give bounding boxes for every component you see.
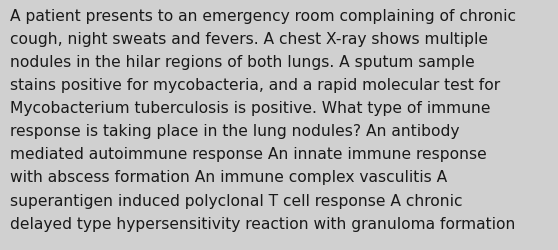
Text: A patient presents to an emergency room complaining of chronic: A patient presents to an emergency room …: [10, 9, 516, 24]
Text: response is taking place in the lung nodules? An antibody: response is taking place in the lung nod…: [10, 124, 460, 139]
Text: stains positive for mycobacteria, and a rapid molecular test for: stains positive for mycobacteria, and a …: [10, 78, 500, 93]
Text: nodules in the hilar regions of both lungs. A sputum sample: nodules in the hilar regions of both lun…: [10, 55, 475, 70]
Text: with abscess formation An immune complex vasculitis A: with abscess formation An immune complex…: [10, 170, 448, 185]
Text: cough, night sweats and fevers. A chest X-ray shows multiple: cough, night sweats and fevers. A chest …: [10, 32, 488, 47]
Text: Mycobacterium tuberculosis is positive. What type of immune: Mycobacterium tuberculosis is positive. …: [10, 101, 490, 116]
Text: delayed type hypersensitivity reaction with granuloma formation: delayed type hypersensitivity reaction w…: [10, 216, 516, 231]
Text: mediated autoimmune response An innate immune response: mediated autoimmune response An innate i…: [10, 147, 487, 162]
Text: superantigen induced polyclonal T cell response A chronic: superantigen induced polyclonal T cell r…: [10, 193, 463, 208]
